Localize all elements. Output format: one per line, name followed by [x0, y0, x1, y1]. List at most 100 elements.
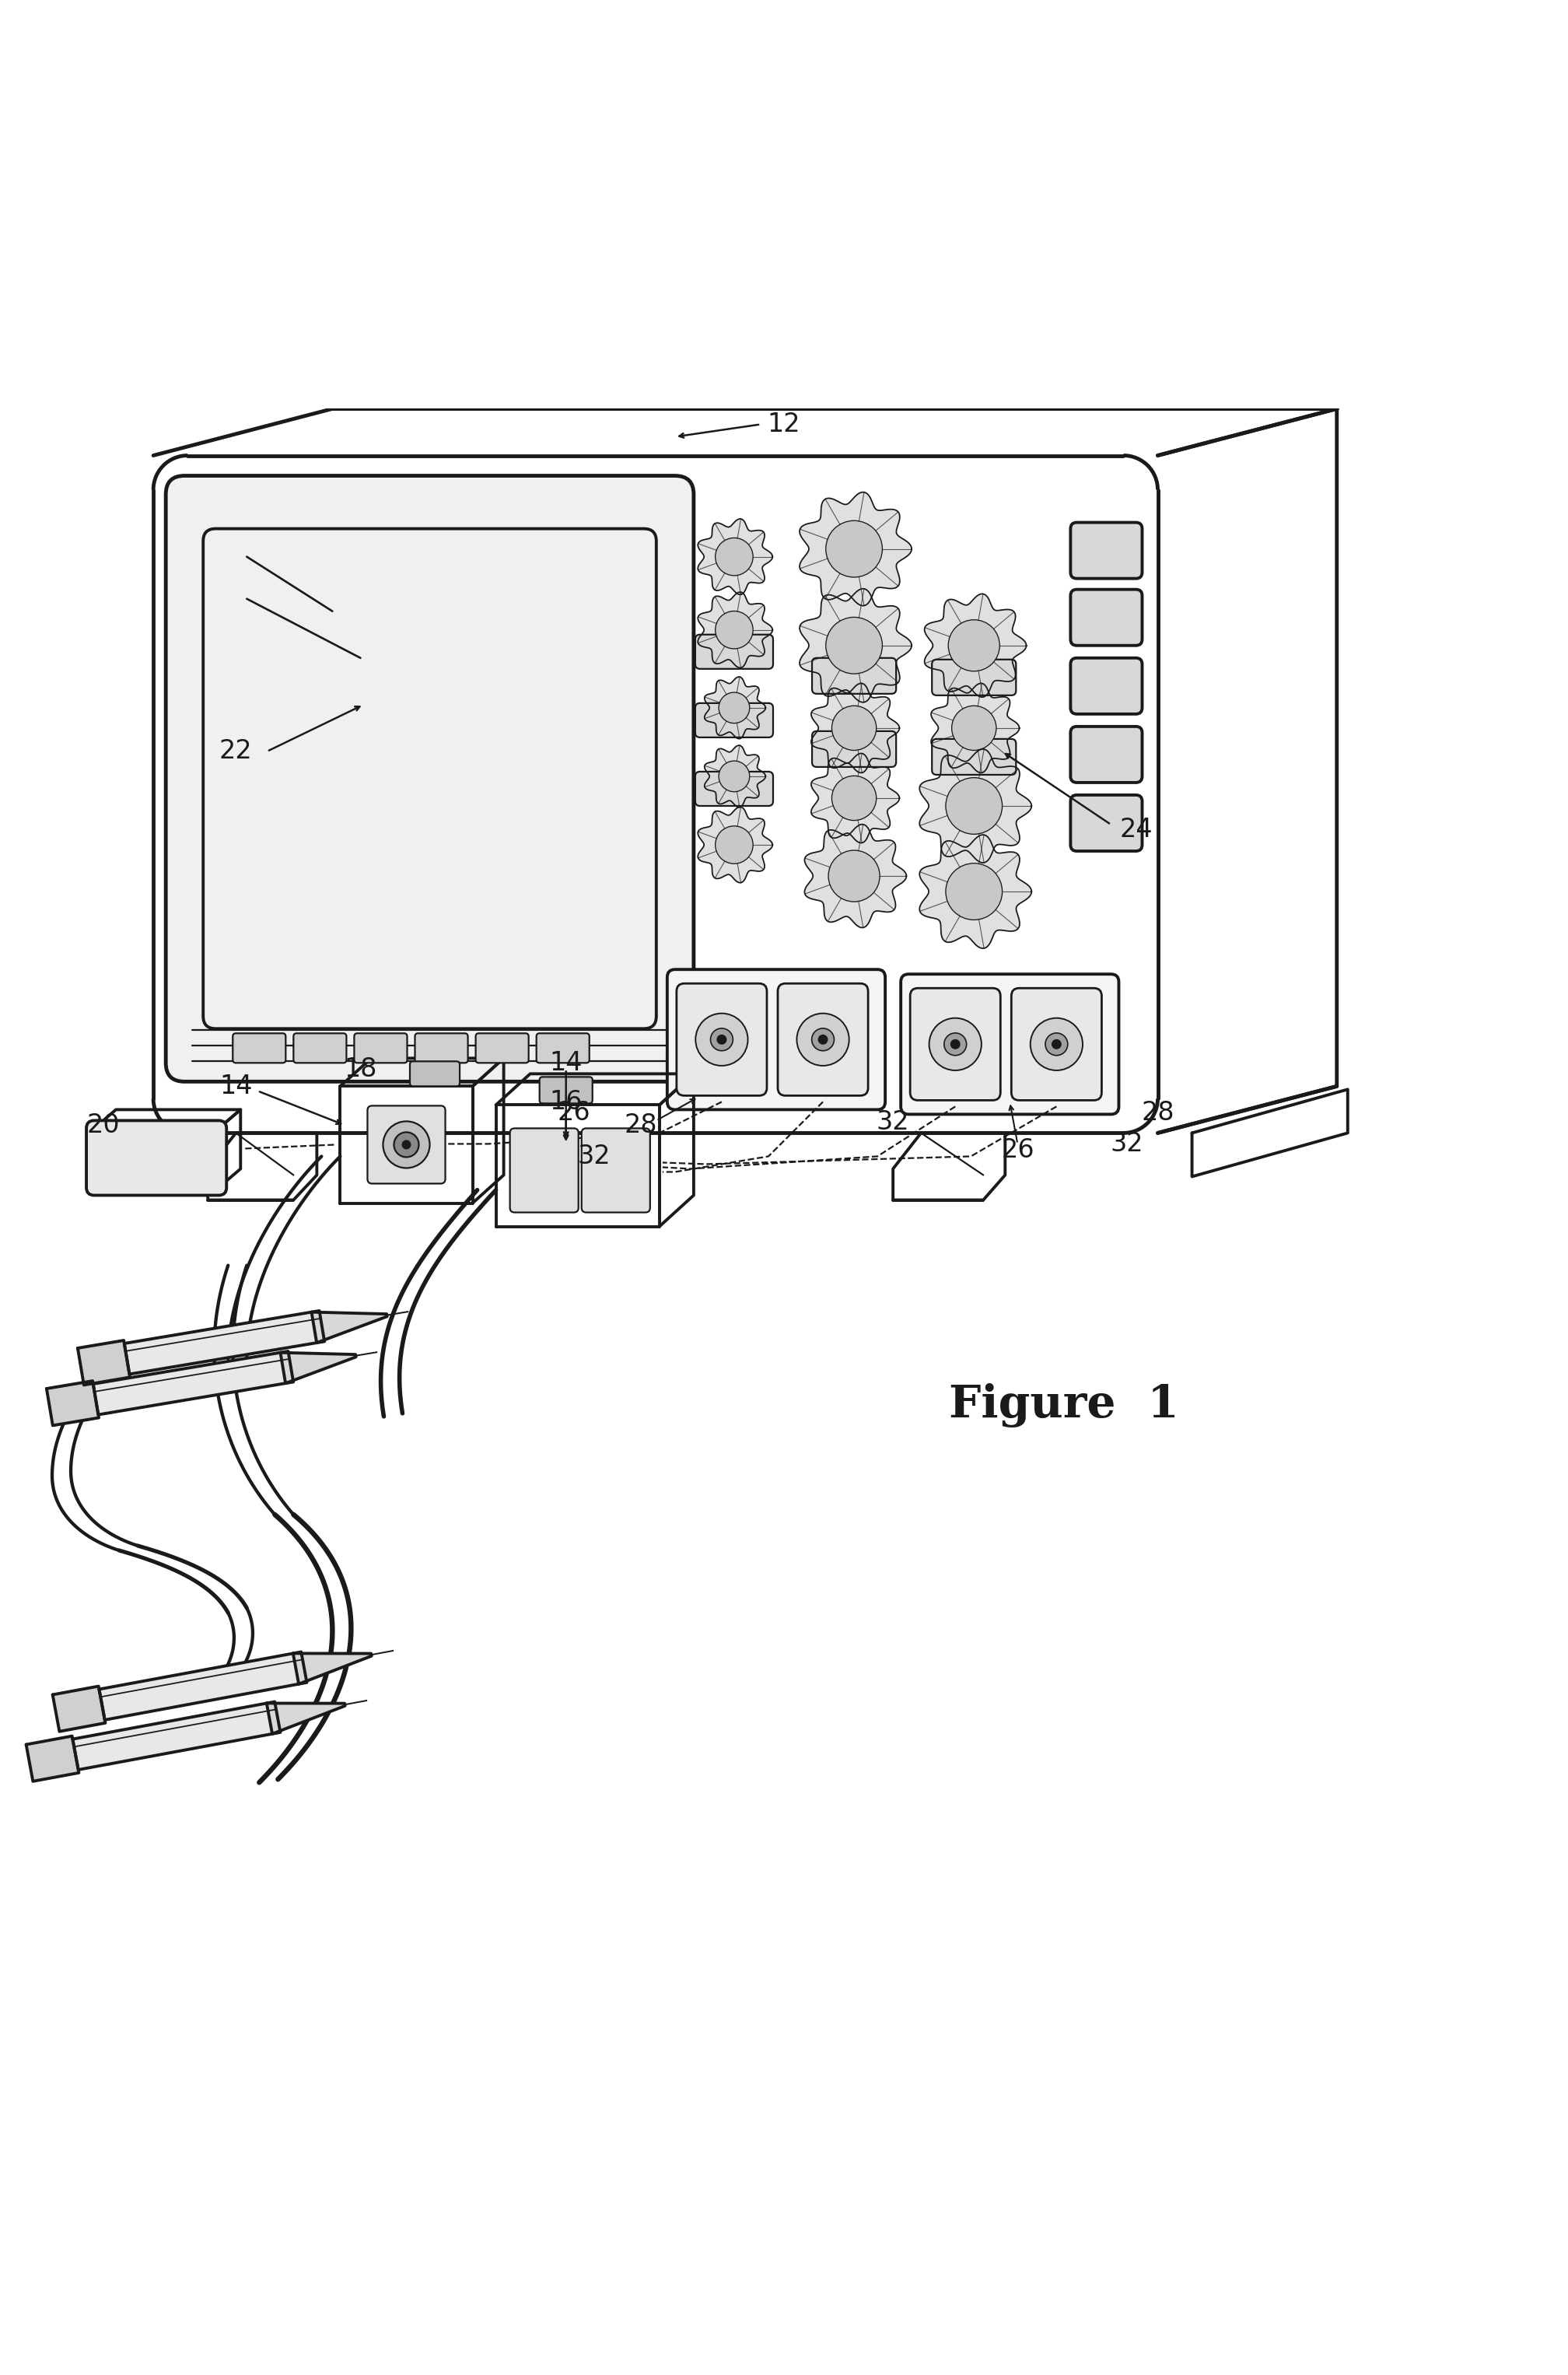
FancyBboxPatch shape [931, 739, 1016, 774]
Circle shape [944, 1033, 966, 1054]
Polygon shape [293, 1653, 372, 1684]
FancyBboxPatch shape [668, 969, 886, 1109]
FancyBboxPatch shape [1011, 988, 1102, 1100]
Circle shape [818, 1036, 828, 1045]
Text: 26: 26 [1000, 1138, 1035, 1164]
Circle shape [949, 620, 1000, 672]
Circle shape [401, 1140, 411, 1150]
FancyBboxPatch shape [1071, 589, 1142, 646]
Circle shape [831, 705, 877, 750]
Circle shape [715, 610, 753, 648]
FancyBboxPatch shape [695, 772, 773, 805]
Polygon shape [704, 677, 765, 739]
Text: 32: 32 [877, 1109, 909, 1135]
FancyBboxPatch shape [812, 732, 897, 767]
FancyBboxPatch shape [86, 1121, 226, 1195]
Circle shape [717, 1036, 726, 1045]
Circle shape [946, 862, 1002, 919]
Text: 14: 14 [549, 1050, 583, 1076]
Text: 20: 20 [86, 1112, 121, 1138]
Circle shape [718, 760, 750, 791]
Polygon shape [704, 746, 765, 808]
FancyBboxPatch shape [416, 1033, 467, 1064]
FancyBboxPatch shape [539, 1076, 593, 1104]
Polygon shape [698, 808, 773, 883]
FancyBboxPatch shape [354, 1033, 408, 1064]
FancyBboxPatch shape [232, 1033, 285, 1064]
Circle shape [394, 1133, 419, 1157]
FancyBboxPatch shape [409, 1062, 459, 1085]
Polygon shape [800, 589, 911, 703]
Circle shape [812, 1028, 834, 1050]
FancyBboxPatch shape [676, 983, 767, 1095]
Polygon shape [919, 834, 1032, 948]
Polygon shape [47, 1380, 99, 1425]
Polygon shape [53, 1686, 105, 1731]
Circle shape [715, 537, 753, 575]
Text: 26: 26 [557, 1100, 591, 1126]
FancyBboxPatch shape [909, 988, 1000, 1100]
Polygon shape [27, 1736, 78, 1781]
Polygon shape [919, 748, 1032, 862]
FancyBboxPatch shape [1071, 658, 1142, 715]
FancyBboxPatch shape [536, 1033, 590, 1064]
Circle shape [1052, 1040, 1062, 1050]
Polygon shape [312, 1311, 387, 1342]
Circle shape [831, 777, 877, 819]
Polygon shape [800, 492, 911, 606]
Text: Figure  1: Figure 1 [949, 1382, 1179, 1427]
Polygon shape [124, 1311, 325, 1375]
Circle shape [930, 1019, 982, 1071]
Text: 14: 14 [220, 1074, 252, 1100]
Polygon shape [93, 1351, 293, 1416]
Polygon shape [698, 591, 773, 667]
Polygon shape [925, 594, 1027, 698]
Text: 22: 22 [220, 739, 252, 765]
FancyBboxPatch shape [367, 1107, 445, 1183]
FancyBboxPatch shape [931, 660, 1016, 696]
FancyBboxPatch shape [1071, 796, 1142, 850]
Circle shape [826, 618, 883, 674]
FancyBboxPatch shape [582, 1128, 651, 1211]
FancyBboxPatch shape [293, 1033, 347, 1064]
Circle shape [826, 520, 883, 577]
Circle shape [718, 694, 750, 724]
FancyBboxPatch shape [900, 974, 1120, 1114]
Polygon shape [78, 1339, 130, 1385]
Text: 16: 16 [549, 1090, 583, 1114]
Text: 18: 18 [343, 1057, 376, 1083]
FancyBboxPatch shape [204, 530, 657, 1028]
FancyBboxPatch shape [1071, 727, 1142, 781]
Circle shape [1030, 1019, 1082, 1071]
Polygon shape [931, 684, 1019, 772]
Text: 24: 24 [1120, 817, 1152, 843]
Circle shape [1046, 1033, 1068, 1054]
Polygon shape [811, 753, 900, 843]
FancyBboxPatch shape [812, 658, 897, 693]
Text: 12: 12 [767, 411, 801, 437]
Polygon shape [267, 1703, 345, 1734]
Circle shape [715, 826, 753, 864]
FancyBboxPatch shape [510, 1128, 579, 1211]
Polygon shape [281, 1351, 356, 1382]
Circle shape [952, 705, 996, 750]
FancyBboxPatch shape [695, 634, 773, 670]
Text: 28: 28 [624, 1112, 657, 1138]
FancyBboxPatch shape [475, 1033, 528, 1064]
Polygon shape [698, 518, 773, 594]
Circle shape [946, 777, 1002, 834]
FancyBboxPatch shape [695, 703, 773, 736]
Polygon shape [99, 1653, 307, 1719]
FancyBboxPatch shape [778, 983, 869, 1095]
Circle shape [797, 1014, 850, 1066]
Circle shape [950, 1040, 960, 1050]
Polygon shape [72, 1703, 281, 1769]
Circle shape [828, 850, 880, 902]
Text: 32: 32 [1110, 1130, 1143, 1157]
Circle shape [710, 1028, 732, 1050]
Text: 28: 28 [1142, 1100, 1174, 1126]
FancyBboxPatch shape [166, 475, 693, 1081]
Circle shape [696, 1014, 748, 1066]
Polygon shape [811, 684, 900, 772]
Circle shape [383, 1121, 430, 1168]
